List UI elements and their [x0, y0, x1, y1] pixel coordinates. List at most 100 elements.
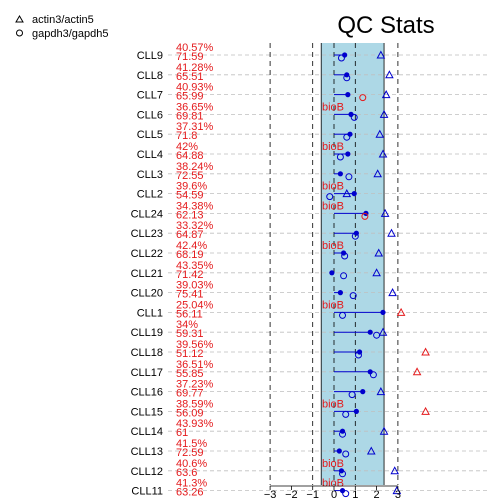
filled-dot	[367, 329, 373, 335]
biob-label: bioB	[322, 181, 344, 193]
percent-label: 40.57%	[176, 42, 214, 54]
gapdh-circle	[342, 450, 350, 458]
row-cll12: CLL12 40.6%63.6 bioB	[131, 458, 400, 479]
grid-layer	[168, 54, 490, 492]
sample-label: CLL5	[137, 129, 163, 141]
gapdh-circle	[337, 54, 345, 62]
percent-label: 40.6%	[176, 458, 207, 470]
percent-label: 33.32%	[176, 220, 214, 232]
row-cll9: CLL9 40.57%71.59	[137, 42, 386, 63]
gapdh-circle	[343, 74, 351, 82]
row-cll16: CLL16 37.23%69.77	[131, 379, 386, 400]
value-label: 69.77	[176, 388, 204, 400]
row-cll7: CLL7 40.93%65.99	[137, 82, 391, 103]
legend: actin3/actin5 gapdh3/gapdh5	[15, 14, 108, 40]
value-label: 65.51	[176, 71, 204, 83]
sample-label: CLL16	[131, 387, 163, 399]
actin-triangle	[378, 149, 388, 158]
sample-label: CLL20	[131, 288, 163, 300]
filled-dot	[329, 270, 335, 276]
gapdh-circle	[343, 133, 351, 141]
sample-label: CLL23	[131, 228, 163, 240]
row-cll3: CLL3 38.24%72.55	[137, 161, 383, 182]
triangle-marker-icon	[15, 15, 24, 23]
row-cll4: CLL4 42%64.88 bioB	[137, 141, 388, 162]
value-label: 75.41	[176, 289, 204, 301]
actin-triangle	[379, 426, 389, 435]
actin-triangle	[396, 307, 406, 316]
sample-label: CLL18	[131, 347, 163, 359]
percent-label: 43.35%	[176, 260, 214, 272]
value-label: 64.87	[176, 229, 204, 241]
filled-dot	[380, 309, 386, 315]
value-label: 69.81	[176, 110, 204, 122]
row-cll18: CLL18 39.56%51.12	[131, 339, 430, 360]
percent-label: 42.4%	[176, 240, 207, 252]
gapdh-circle	[359, 94, 367, 102]
gapdh-circle	[349, 292, 357, 300]
filled-dot	[336, 448, 342, 454]
actin-triangle	[381, 90, 391, 99]
value-label: 68.19	[176, 249, 204, 261]
sample-label: CLL9	[137, 50, 163, 62]
gapdh-circle	[340, 272, 348, 280]
filled-dot	[337, 290, 343, 296]
x-tick-label: 2	[374, 489, 380, 501]
value-label: 64.88	[176, 150, 204, 162]
row-cll2: CLL2 39.6%54.59 bioB	[137, 181, 357, 202]
biob-label: bioB	[322, 200, 344, 212]
row-cll22: CLL22 42.4%68.19 bioB	[131, 240, 384, 261]
gapdh-circle	[345, 173, 353, 181]
percent-label: 39.6%	[176, 181, 207, 193]
actin-triangle	[378, 327, 388, 336]
row-cll11: CLL11 41.3%63.26 bioB	[131, 478, 402, 499]
actin-triangle	[392, 486, 402, 495]
percent-label: 36.65%	[176, 101, 214, 113]
row-cll8: CLL8 41.28%65.51	[137, 62, 394, 83]
biob-label: bioB	[322, 299, 344, 311]
percent-label: 42%	[176, 141, 198, 153]
biob-label: bioB	[322, 240, 344, 252]
row-cll23: CLL23 33.32%64.87	[131, 220, 396, 241]
biob-label: bioB	[322, 398, 344, 410]
percent-label: 34%	[176, 319, 198, 331]
x-axis: −3 −2 −1 0 1 2 3	[264, 485, 401, 501]
biob-label: bioB	[322, 101, 344, 113]
value-label: 65.99	[176, 91, 204, 103]
filled-dot	[339, 488, 346, 494]
biob-label: bioB	[322, 458, 344, 470]
actin-triangle	[385, 70, 394, 79]
gapdh-circle	[350, 113, 358, 121]
sample-label: CLL1	[137, 307, 163, 319]
row-cll15: CLL15 38.59%56.09 bioB	[131, 398, 430, 419]
percent-label: 43.93%	[176, 418, 214, 430]
filled-dot	[351, 191, 357, 197]
row-cll17: CLL17 36.51%55.85	[131, 359, 422, 380]
filled-dot	[337, 171, 343, 177]
percent-label: 41.28%	[176, 62, 214, 74]
legend-label-gapdh: gapdh3/gapdh5	[32, 28, 108, 40]
gapdh-circle	[361, 212, 369, 220]
actin-triangle	[342, 189, 352, 198]
row-cll24: CLL24 34.38%62.13 bioB	[131, 200, 390, 221]
gapdh-circle	[339, 470, 347, 478]
gapdh-circle	[336, 153, 344, 161]
actin-triangle	[421, 406, 430, 415]
actin-triangle	[373, 169, 383, 178]
actin-triangle	[366, 446, 376, 455]
value-label: 72.59	[176, 447, 204, 459]
value-label: 71.8	[176, 130, 197, 142]
value-label: 56.09	[176, 407, 204, 419]
value-label: 61	[176, 427, 188, 439]
percent-label: 38.59%	[176, 398, 214, 410]
value-label: 72.55	[176, 170, 204, 182]
sample-label: CLL4	[137, 149, 163, 161]
actin-triangle	[376, 387, 386, 396]
actin-triangle	[375, 129, 385, 138]
gapdh-circle	[348, 391, 356, 399]
gapdh-circle	[341, 252, 349, 260]
value-label: 63.26	[176, 487, 204, 499]
actin-triangle	[372, 268, 381, 277]
percent-label: 34.38%	[176, 200, 214, 212]
